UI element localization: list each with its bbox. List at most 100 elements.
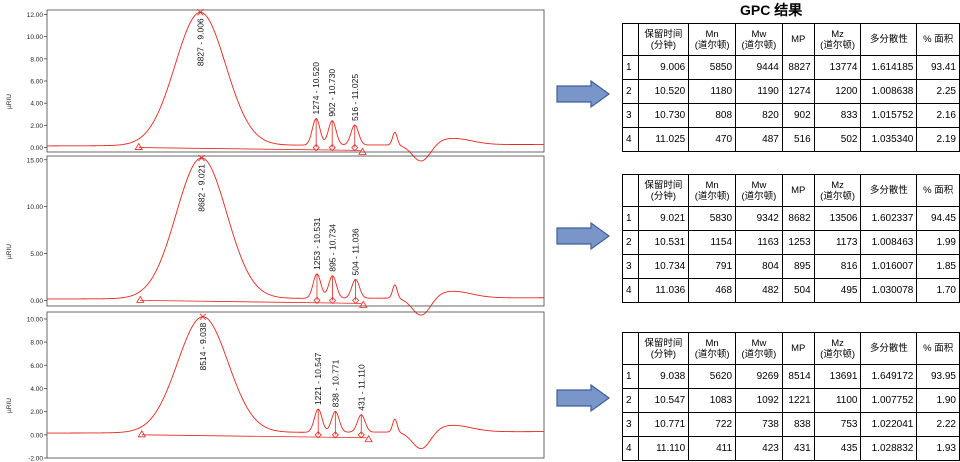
table-cell: 1 bbox=[622, 206, 639, 231]
table-cell: 722 bbox=[688, 412, 737, 437]
chromatogram-charts: 0.00 2.00 4.00 6.00 8.00 10.00 12.00 µRIU 8827 -… bbox=[6, 9, 545, 462]
table-cell: 753 bbox=[813, 412, 862, 437]
table-cell: 423 bbox=[735, 436, 783, 461]
table-cell: 1180 bbox=[688, 79, 737, 104]
table-cell: 9.038 bbox=[637, 364, 690, 389]
table-header-cell: Mn (道尔顿) bbox=[688, 174, 737, 207]
table-cell: 1.99 bbox=[916, 230, 960, 255]
table-row: 2 10.547 1083 1092 1221 1100 1.007752 1.90 bbox=[622, 388, 960, 413]
table-header-cell: MP bbox=[781, 332, 815, 365]
integration-marker bbox=[359, 300, 368, 308]
table-row: 4 11.036 468 482 504 495 1.030078 1.70 bbox=[622, 278, 960, 303]
table-header-cell: % 面积 bbox=[916, 174, 960, 207]
integration-marker bbox=[136, 295, 145, 303]
table-cell: 1274 bbox=[781, 79, 815, 104]
integration-marker bbox=[134, 142, 143, 150]
y-tick-label: 0.00 bbox=[30, 145, 43, 152]
table-cell: 1092 bbox=[735, 388, 783, 413]
y-tick-label: 15.00 bbox=[27, 157, 44, 164]
table-cell: 502 bbox=[813, 127, 862, 152]
table-cell: 470 bbox=[688, 127, 737, 152]
table-header-cell: 保留时间 (分钟) bbox=[637, 332, 690, 365]
peak-boundary-diamond bbox=[351, 143, 359, 152]
table-header-cell: Mw (道尔顿) bbox=[735, 23, 783, 56]
table-cell: 11.036 bbox=[637, 278, 690, 303]
table-cell: 1173 bbox=[813, 230, 862, 255]
table-cell: 2.22 bbox=[916, 412, 960, 437]
table-cell: 10.771 bbox=[637, 412, 690, 437]
table-cell: 8514 bbox=[781, 364, 815, 389]
table-cell: 487 bbox=[735, 127, 783, 152]
table-header-cell: Mz (道尔顿) bbox=[813, 174, 862, 207]
table-cell: 5620 bbox=[688, 364, 737, 389]
y-axis-label: µRIU bbox=[6, 244, 13, 259]
table-row: 4 11.110 411 423 431 435 1.028832 1.93 bbox=[622, 436, 960, 461]
table-header-cell: % 面积 bbox=[916, 332, 960, 365]
peak-apex-marker bbox=[199, 313, 207, 321]
peak-label: 838 - 10.771 bbox=[330, 359, 340, 407]
table-cell: 11.025 bbox=[637, 127, 690, 152]
table-cell: 5850 bbox=[688, 55, 737, 80]
table-header-cell: Mn (道尔顿) bbox=[688, 332, 737, 365]
peak-boundary-diamond bbox=[328, 143, 336, 152]
table-header-cell bbox=[622, 332, 639, 365]
table-header-cell: Mz (道尔顿) bbox=[813, 332, 862, 365]
table-row: 3 10.734 791 804 895 816 1.016007 1.85 bbox=[622, 254, 960, 279]
table-cell: 895 bbox=[781, 254, 815, 279]
table-cell: 1.85 bbox=[916, 254, 960, 279]
table-header-cell: Mw (道尔顿) bbox=[735, 332, 783, 365]
baseline-line bbox=[140, 299, 362, 304]
peak-label: 516 - 11.025 bbox=[350, 74, 360, 121]
table-cell: 1200 bbox=[813, 79, 862, 104]
table-cell: 816 bbox=[813, 254, 862, 279]
peak-label: 431 - 11.110 bbox=[356, 364, 366, 411]
table-row: 2 10.520 1180 1190 1274 1200 1.008638 2.25 bbox=[622, 79, 960, 104]
table-header-cell: 多分散性 bbox=[860, 332, 918, 365]
y-tick-label: 10.00 bbox=[27, 204, 44, 211]
table-header-cell: 多分散性 bbox=[860, 174, 918, 207]
table-cell: 820 bbox=[735, 103, 783, 128]
table-cell: 11.110 bbox=[637, 436, 690, 461]
table-cell: 3 bbox=[622, 254, 639, 279]
table-cell: 1 bbox=[622, 364, 639, 389]
peak-label: 1253 - 10.531 bbox=[312, 217, 322, 270]
table-header-cell: MP bbox=[781, 23, 815, 56]
peak-label: 8827 - 9.006 bbox=[195, 18, 205, 66]
table-cell: 9444 bbox=[735, 55, 783, 80]
table-cell: 504 bbox=[781, 278, 815, 303]
gpc-results-table-3: 保留时间 (分钟) Mn (道尔顿) Mw (道尔顿) MP Mz (道尔顿) 多分散性% 面积 1… bbox=[622, 332, 960, 461]
table-cell: 1.90 bbox=[916, 388, 960, 413]
table-cell: 738 bbox=[735, 412, 783, 437]
table-header-cell: MP bbox=[781, 174, 815, 207]
table-cell: 2.25 bbox=[916, 79, 960, 104]
table-cell: 2.16 bbox=[916, 103, 960, 128]
integration-marker bbox=[358, 147, 367, 155]
table-cell: 1221 bbox=[781, 388, 815, 413]
table-cell: 1.602337 bbox=[860, 206, 918, 231]
table-cell: 1.70 bbox=[916, 278, 960, 303]
table-cell: 8682 bbox=[781, 206, 815, 231]
table-header-cell: 多分散性 bbox=[860, 23, 918, 56]
table-cell: 1.030078 bbox=[860, 278, 918, 303]
peak-label: 8682 - 9.021 bbox=[197, 164, 207, 212]
y-tick-label: 12.00 bbox=[27, 12, 44, 19]
table-cell: 9.021 bbox=[637, 206, 690, 231]
signal-trace bbox=[47, 316, 544, 450]
integration-marker bbox=[137, 430, 147, 438]
y-tick-label: 4.00 bbox=[30, 101, 43, 108]
y-tick-label: 5.00 bbox=[30, 251, 43, 258]
y-tick-label: 10.00 bbox=[27, 34, 44, 41]
table-header-cell bbox=[622, 174, 639, 207]
table-cell: 791 bbox=[688, 254, 737, 279]
y-axis-label: µRIU bbox=[6, 94, 13, 109]
table-cell: 10.520 bbox=[637, 79, 690, 104]
table-header-cell: Mw (道尔顿) bbox=[735, 174, 783, 207]
table-cell: 1154 bbox=[688, 230, 737, 255]
plot-frame bbox=[46, 311, 545, 459]
table-cell: 2 bbox=[622, 230, 639, 255]
table-cell: 1.028832 bbox=[860, 436, 918, 461]
table-cell: 468 bbox=[688, 278, 737, 303]
arrow-right-icon bbox=[556, 222, 611, 250]
peak-apex-marker bbox=[197, 9, 204, 16]
table-cell: 838 bbox=[781, 412, 815, 437]
